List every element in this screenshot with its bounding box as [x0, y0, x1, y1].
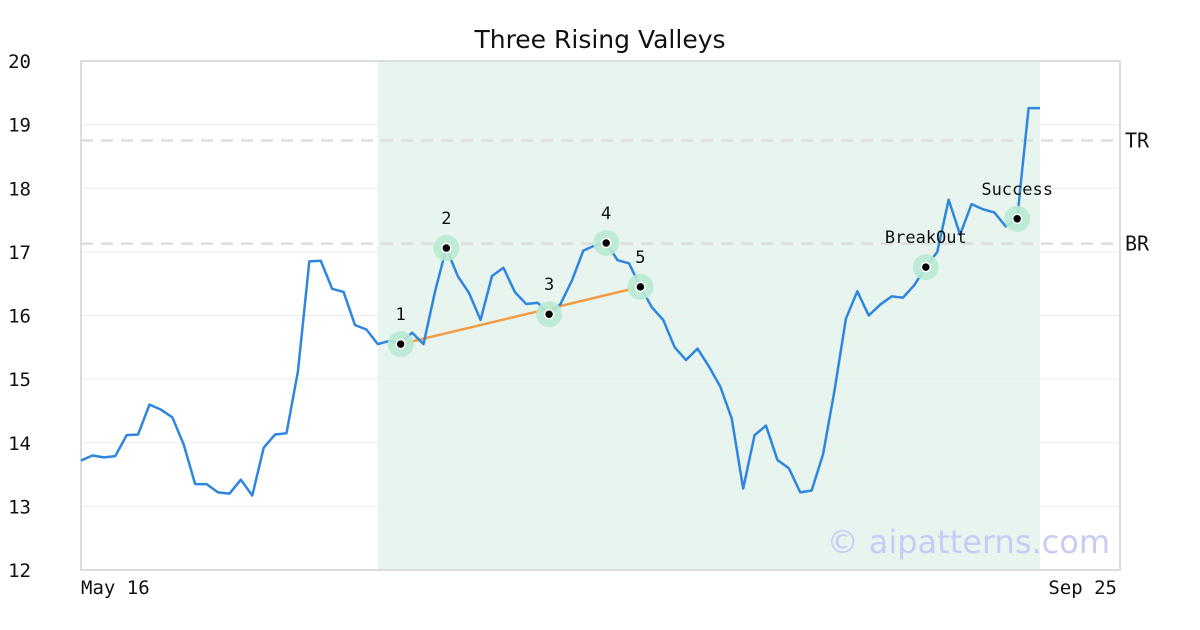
- y-tick-label: 14: [8, 433, 31, 455]
- y-tick-label: 19: [8, 115, 31, 137]
- x-tick-end: Sep 25: [1048, 577, 1117, 599]
- point-marker-breakout: [920, 261, 932, 273]
- valley-trendline: [400, 285, 641, 346]
- point-label-1: 1: [396, 305, 406, 325]
- point-label-5: 5: [635, 248, 645, 268]
- y-tick-label: 16: [8, 306, 31, 328]
- point-label-4: 4: [601, 204, 611, 224]
- point-label-2: 2: [441, 209, 451, 229]
- x-tick-start: May 16: [81, 577, 150, 599]
- reference-label-tr: TR: [1125, 129, 1150, 153]
- y-tick-layer: 12 13 14 15 16 17 18 19 20: [8, 51, 31, 582]
- y-tick-label: 17: [8, 242, 31, 264]
- reference-label-br: BR: [1125, 232, 1150, 256]
- pattern-point-layer: 1 2 3 4 5 BreakOut Success: [387, 180, 1053, 358]
- y-tick-label: 12: [8, 560, 31, 582]
- y-tick-label: 13: [8, 496, 31, 518]
- y-tick-label: 18: [8, 178, 31, 200]
- trendline-layer: [400, 285, 641, 346]
- point-marker-1: [395, 338, 406, 350]
- gridline-layer: [81, 124, 1120, 507]
- price-line-layer: [80, 106, 1040, 497]
- point-label-3: 3: [544, 275, 554, 295]
- chart-title: Three Rising Valleys: [473, 25, 725, 54]
- y-tick-label: 15: [8, 369, 31, 391]
- point-marker-success: [1011, 213, 1023, 225]
- point-label-success: Success: [981, 180, 1053, 200]
- reference-line-layer: TR BR: [81, 129, 1150, 256]
- point-marker-2: [441, 242, 452, 254]
- point-label-breakout: BreakOut: [885, 228, 967, 248]
- point-marker-4: [600, 237, 612, 249]
- point-marker-3: [543, 308, 555, 320]
- plot-frame: [80, 60, 1121, 571]
- point-marker-5: [635, 281, 646, 293]
- watermark: © aipatterns.com: [827, 523, 1110, 561]
- price-series-line: [80, 106, 1040, 497]
- y-tick-label: 20: [8, 51, 31, 73]
